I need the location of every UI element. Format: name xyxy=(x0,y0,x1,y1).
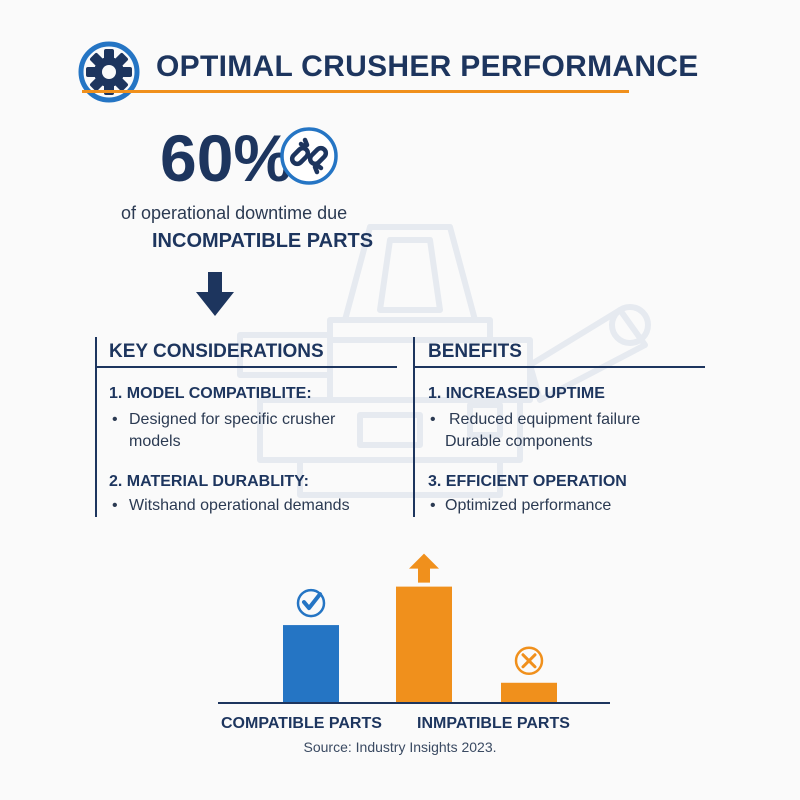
source-note: Source: Industry Insights 2023. xyxy=(303,739,497,755)
crusher-watermark xyxy=(237,224,651,498)
key-considerations-heading: KEY CONSIDERATIONS xyxy=(109,341,324,362)
category-label-compatible: COMPATIBLE PARTS xyxy=(221,715,382,732)
consideration-1-bullet-cont: models xyxy=(129,433,181,450)
consideration-1-title: 1. MODEL COMPATIBLITE: xyxy=(109,385,312,402)
consideration-2-bullet: Witshand operational demands xyxy=(129,497,350,514)
consideration-1-bullet: Designed for specific crusher xyxy=(129,411,336,428)
page-title: OPTIMAL CRUSHER PERFORMANCE xyxy=(156,50,699,83)
down-arrow-icon xyxy=(196,272,234,316)
right-heading-rule xyxy=(415,366,705,368)
parts-comparison-chart xyxy=(218,553,610,704)
benefit-2-title: 3. EFFICIENT OPERATION xyxy=(428,473,627,490)
bar-2 xyxy=(396,586,452,702)
downtime-percentage: 60% xyxy=(160,121,293,195)
benefit-1-bullet-2: Durable components xyxy=(445,433,593,450)
consideration-2-title: 2. MATERIAL DURABLITY: xyxy=(109,473,309,490)
downtime-description: of operational downtime due xyxy=(121,203,348,223)
bar-1 xyxy=(283,625,339,702)
bar-3 xyxy=(501,682,557,702)
x-circle-icon xyxy=(514,646,544,676)
benefit-1-title: 1. INCREASED UPTIME xyxy=(428,385,605,402)
up-arrow-icon xyxy=(409,553,439,583)
downtime-cause: INCOMPATIBLE PARTS xyxy=(152,230,374,252)
center-column-divider xyxy=(413,337,415,517)
check-icon xyxy=(296,588,326,618)
benefits-heading: BENEFITS xyxy=(428,341,522,362)
category-label-incompatible: INMPATIBLE PARTS xyxy=(417,715,570,732)
left-heading-rule xyxy=(97,366,397,368)
broken-link-icon xyxy=(280,127,338,185)
left-column-divider xyxy=(95,337,97,517)
benefit-1-bullet-marker: • xyxy=(430,411,436,428)
benefit-2-bullet-marker: • xyxy=(430,497,436,514)
benefit-1-bullet: Reduced equipment failure xyxy=(449,411,641,428)
title-underline xyxy=(82,90,629,93)
gear-icon xyxy=(78,41,140,103)
consideration-2-bullet-marker: • xyxy=(112,497,118,514)
consideration-1-bullet-marker: • xyxy=(112,411,118,428)
benefit-2-bullet: Optimized performance xyxy=(445,497,612,514)
